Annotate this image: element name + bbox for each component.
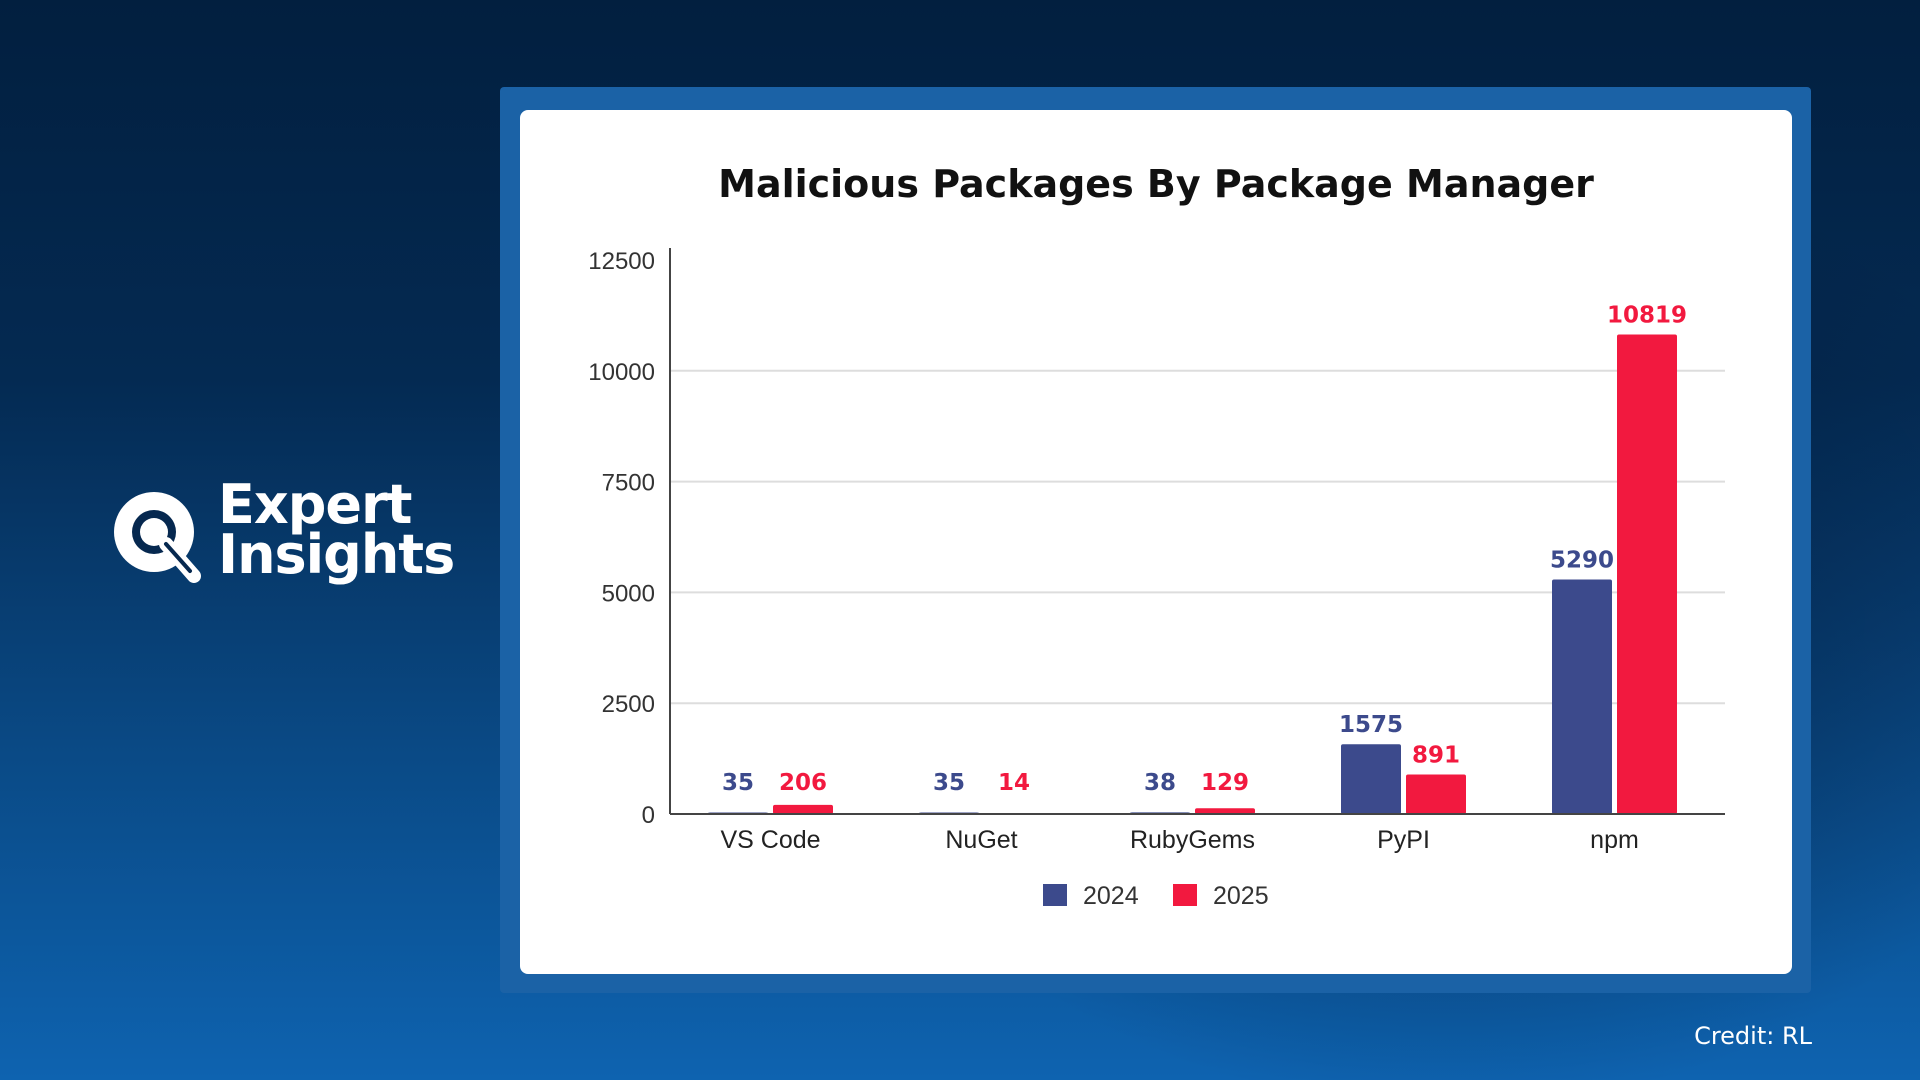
brand-line-1: Expert	[218, 473, 412, 536]
brand-line-2: Insights	[218, 523, 455, 586]
y-tick-label: 10000	[588, 359, 655, 386]
bar-2025-npm	[1617, 334, 1677, 814]
bar-layer	[708, 334, 1677, 814]
x-tick-label: PyPI	[1377, 826, 1430, 854]
magnifier-q-icon	[114, 492, 201, 583]
label-layer: 35 206 35 14 38 129 1575 891 5290 10819	[722, 303, 1687, 796]
x-tick-label: npm	[1590, 826, 1639, 854]
data-label: 38	[1144, 770, 1176, 796]
chart-card	[520, 110, 1792, 974]
data-label: 35	[933, 770, 965, 796]
legend-swatch-2025	[1173, 884, 1197, 906]
bar-2025-rubygems	[1195, 808, 1255, 814]
data-label: 891	[1412, 743, 1460, 769]
data-label: 5290	[1550, 548, 1614, 574]
y-tick-label: 7500	[602, 470, 655, 497]
data-label: 206	[779, 770, 827, 796]
legend-swatch-2024	[1043, 884, 1067, 906]
credit-text: Credit: RL	[1694, 1022, 1812, 1050]
y-tick-label: 2500	[602, 691, 655, 718]
legend: 2024 2025	[1043, 882, 1269, 910]
bar-2024-pypi	[1341, 744, 1401, 814]
expert-insights-logo: Expert Insights	[108, 473, 468, 600]
data-label: 1575	[1339, 712, 1403, 738]
bar-2025-pypi	[1406, 774, 1466, 814]
y-tick-label: 12500	[588, 248, 655, 275]
data-label: 35	[722, 770, 754, 796]
chart-title: Malicious Packages By Package Manager	[718, 162, 1594, 206]
x-tick-label: VS Code	[720, 826, 820, 854]
grid-layer	[670, 369, 1725, 705]
bar-2025-vs-code	[773, 804, 833, 814]
legend-label: 2025	[1213, 882, 1269, 910]
data-label: 129	[1201, 770, 1249, 796]
bar-2024-npm	[1552, 579, 1612, 814]
brand-name: Expert Insights	[218, 473, 455, 586]
y-tick-label: 0	[642, 802, 655, 829]
data-label: 14	[998, 770, 1030, 796]
x-tick-label: NuGet	[945, 826, 1017, 854]
legend-label: 2024	[1083, 882, 1139, 910]
axis-layer: 0 2500 5000 7500 10000 12500 VS Code NuGet RubyG…	[588, 248, 1725, 854]
x-tick-label: RubyGems	[1130, 826, 1255, 854]
data-label: 10819	[1607, 303, 1687, 329]
y-tick-label: 5000	[602, 580, 655, 607]
